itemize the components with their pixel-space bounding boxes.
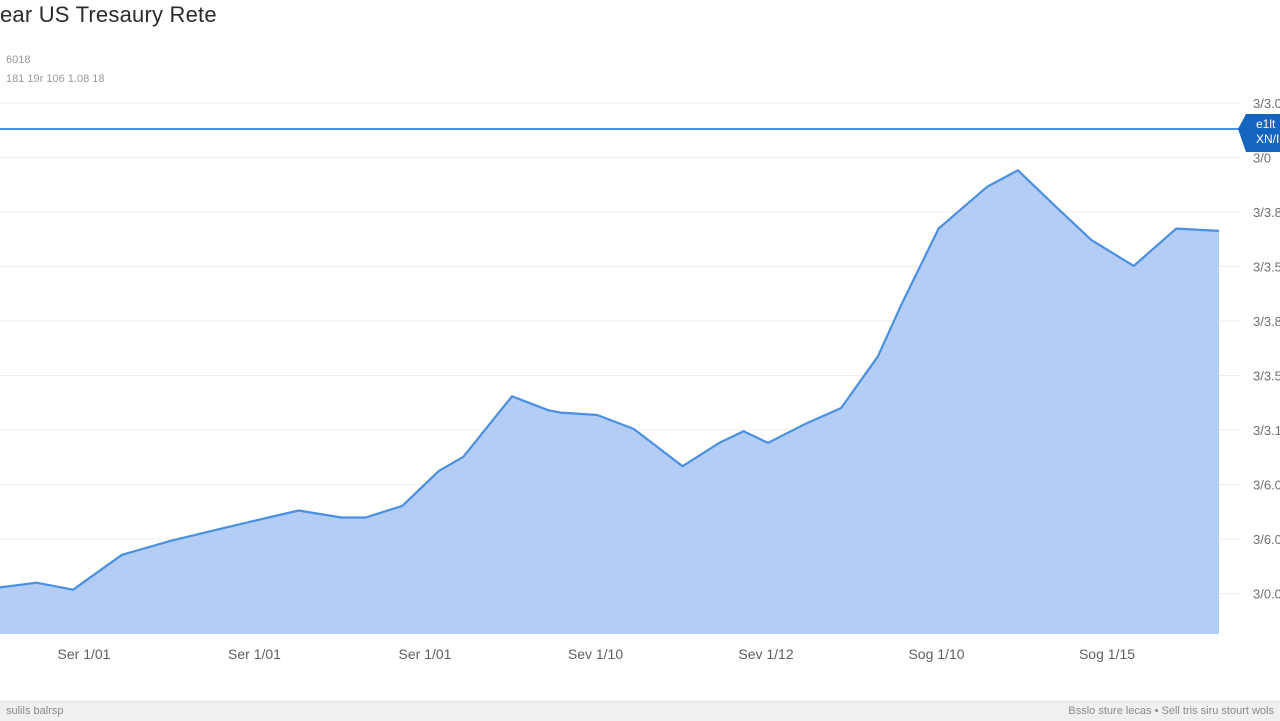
- y-tick-label: 3/3.8: [1253, 314, 1280, 329]
- y-tick-label: 3/6.0: [1253, 532, 1280, 547]
- y-tick-label: 3/0: [1253, 151, 1271, 166]
- y-tick-label: 3/3.1: [1253, 423, 1280, 438]
- y-tick-label: 3/3.0: [1253, 96, 1280, 111]
- x-tick-label: Ser 1/01: [228, 646, 281, 662]
- area-chart: e1lt XN/I 3/3.03/03/3.83/3.53/3.83/3.53/…: [0, 96, 1280, 662]
- x-axis-ticks: Ser 1/01 Ser 1/01 Ser 1/01 Sev 1/10 Sev 1/12…: [58, 646, 1136, 662]
- status-footer: sulils balrsp Bsslo sture lecas • Sell t…: [0, 701, 1280, 721]
- reference-flag: e1lt XN/I: [1238, 114, 1280, 152]
- x-tick-label: Sev 1/10: [568, 646, 623, 662]
- area-fill: [0, 170, 1219, 635]
- y-tick-label: 3/0.0: [1253, 587, 1280, 602]
- y-tick-label: 3/6.0: [1253, 478, 1280, 493]
- chart-meta-subline: 181 19r 106 1.08 18: [6, 73, 105, 85]
- flag-label-1: e1lt: [1256, 117, 1276, 131]
- y-tick-label: 3/3.5: [1253, 260, 1280, 275]
- flag-marker-icon: [1238, 114, 1280, 152]
- series-line: [0, 169, 1220, 591]
- y-tick-label: 3/3.8: [1253, 205, 1280, 220]
- x-tick-label: Sev 1/12: [738, 646, 793, 662]
- flag-label-2: XN/I: [1256, 132, 1279, 146]
- chart-title: ear US Tresaury Rete: [0, 2, 217, 27]
- x-tick-label: Ser 1/01: [399, 646, 452, 662]
- y-axis-ticks: 3/3.0 3/0 3/3.8 3/3.5 3/3.8 3/3.5 3/3.1 3/6.0 3/…: [1253, 96, 1280, 602]
- footer-left-text: sulils balrsp: [6, 705, 64, 717]
- y-tick-label: 3/3.5: [1253, 369, 1280, 384]
- x-tick-label: Sog 1/15: [1079, 646, 1135, 662]
- chart-meta-line: 6018: [6, 54, 31, 66]
- x-tick-label: Sog 1/10: [908, 646, 964, 662]
- x-tick-label: Ser 1/01: [58, 646, 111, 662]
- footer-right-text: Bsslo sture lecas • Sell tris siru stour…: [1068, 705, 1274, 717]
